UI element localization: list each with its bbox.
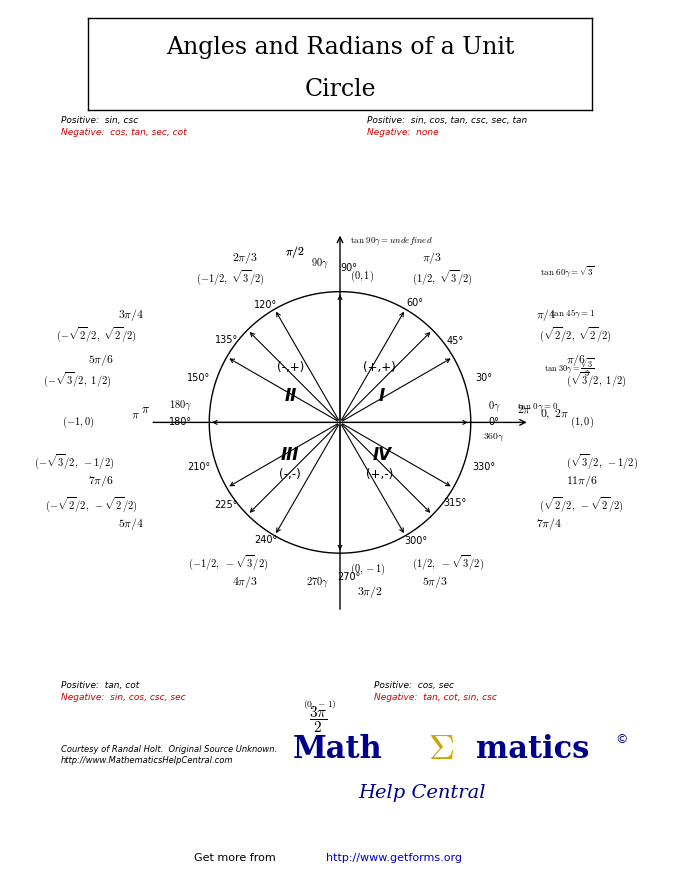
Text: $90°$: $90°$	[311, 256, 330, 270]
Text: $(1,0)$: $(1,0)$	[570, 414, 594, 430]
Text: Negative:  sin, cos, csc, sec: Negative: sin, cos, csc, sec	[61, 693, 186, 701]
Text: $270°$: $270°$	[306, 575, 330, 589]
Text: $(-1/2,\ -\sqrt{3}/2)$: $(-1/2,\ -\sqrt{3}/2)$	[188, 553, 268, 572]
Text: $0,\ 2\pi$: $0,\ 2\pi$	[540, 407, 569, 422]
Text: $\pi / 6$: $\pi / 6$	[566, 352, 586, 368]
Text: 330°: 330°	[473, 462, 496, 472]
Text: Circle: Circle	[304, 78, 376, 101]
Text: III: III	[281, 446, 299, 464]
Text: $\pi / 3$: $\pi / 3$	[422, 250, 443, 266]
Text: II: II	[284, 387, 296, 406]
Text: $\pi / 2$: $\pi / 2$	[285, 245, 305, 260]
Text: $5\pi / 3$: $5\pi / 3$	[422, 574, 448, 590]
Text: Negative:  none: Negative: none	[367, 128, 439, 136]
Text: http://www.getforms.org: http://www.getforms.org	[326, 853, 462, 862]
Text: $(-1/2,\ \sqrt{3}/2)$: $(-1/2,\ \sqrt{3}/2)$	[196, 268, 264, 287]
Text: IV: IV	[373, 446, 392, 464]
Text: (-,+): (-,+)	[277, 361, 304, 374]
Text: $\mathrm{tan}\ 0°=0$: $\mathrm{tan}\ 0°=0$	[517, 401, 558, 414]
Text: 315°: 315°	[443, 498, 466, 509]
Text: $(\sqrt{3} / 2,\ 1/2)$: $(\sqrt{3} / 2,\ 1/2)$	[566, 370, 627, 389]
Text: 210°: 210°	[187, 462, 210, 472]
Text: $(0,-1)$: $(0,-1)$	[303, 698, 337, 711]
Text: $4\pi / 3$: $4\pi / 3$	[232, 574, 258, 590]
Text: $\mathrm{tan}\ 30°=\dfrac{\sqrt{3}}{3}$: $\mathrm{tan}\ 30°=\dfrac{\sqrt{3}}{3}$	[544, 356, 595, 378]
Text: $5\pi / 6$: $5\pi / 6$	[88, 352, 114, 368]
Text: $\dfrac{3\pi}{2}$: $\dfrac{3\pi}{2}$	[309, 705, 328, 735]
Text: Positive:  sin, cos, tan, csc, sec, tan: Positive: sin, cos, tan, csc, sec, tan	[367, 116, 528, 125]
Text: 240°: 240°	[254, 535, 277, 545]
Text: $(-\sqrt{2}/2,\ -\sqrt{2}/2)$: $(-\sqrt{2}/2,\ -\sqrt{2}/2)$	[45, 495, 137, 514]
Text: $(-\sqrt{3}/2,\ -1/2)$: $(-\sqrt{3}/2,\ -1/2)$	[33, 452, 114, 471]
Text: Angles and Radians of a Unit: Angles and Radians of a Unit	[166, 36, 514, 59]
Text: 300°: 300°	[405, 537, 428, 546]
Text: $3\pi / 2$: $3\pi / 2$	[357, 584, 383, 600]
Text: $11\pi / 6$: $11\pi / 6$	[566, 473, 598, 489]
Text: $(1/2,\ \sqrt{3}/2)$: $(1/2,\ \sqrt{3}/2)$	[412, 268, 473, 287]
Text: $\mathrm{tan}\ 45°=1$: $\mathrm{tan}\ 45°=1$	[549, 307, 595, 320]
Text: $360°$: $360°$	[483, 431, 505, 444]
Text: $7\pi / 4$: $7\pi / 4$	[536, 517, 562, 532]
Text: Positive:  cos, sec: Positive: cos, sec	[374, 681, 454, 690]
Text: $\pi$: $\pi$	[141, 403, 150, 416]
Text: 225°: 225°	[214, 500, 238, 510]
Text: $(0,1)$: $(0,1)$	[350, 268, 375, 283]
Text: $(\sqrt{2}/2,\ -\sqrt{2}/2)$: $(\sqrt{2}/2,\ -\sqrt{2}/2)$	[539, 495, 624, 514]
Text: $(-\sqrt{2}/2,\ \sqrt{2}/2)$: $(-\sqrt{2}/2,\ \sqrt{2}/2)$	[56, 326, 137, 344]
Text: http://www.MathematicsHelpCentral.com: http://www.MathematicsHelpCentral.com	[61, 756, 234, 765]
Text: (+,-): (+,-)	[366, 468, 393, 481]
Text: 90°: 90°	[341, 263, 358, 273]
Text: Positive:  sin, csc: Positive: sin, csc	[61, 116, 139, 125]
Text: $(\sqrt{2} / 2,\ \sqrt{2}/2)$: $(\sqrt{2} / 2,\ \sqrt{2}/2)$	[539, 326, 611, 344]
Text: 30°: 30°	[475, 373, 492, 383]
Text: Negative:  tan, cot, sin, csc: Negative: tan, cot, sin, csc	[374, 693, 497, 701]
Text: Positive:  tan, cot: Positive: tan, cot	[61, 681, 139, 690]
Text: $5\pi / 4$: $5\pi / 4$	[118, 517, 144, 532]
Text: $(-\sqrt{3}/2,\ 1/2)$: $(-\sqrt{3}/2,\ 1/2)$	[43, 370, 111, 389]
Text: $(1/2,\ -\sqrt{3}/2)$: $(1/2,\ -\sqrt{3}/2)$	[412, 553, 484, 572]
Text: $\pi / 2$: $\pi / 2$	[285, 245, 305, 260]
Text: $\Sigma$: $\Sigma$	[428, 732, 454, 766]
Text: $2\pi / 3$: $2\pi / 3$	[232, 250, 258, 266]
Text: 0°: 0°	[489, 417, 500, 428]
Text: 135°: 135°	[215, 335, 238, 345]
Text: 60°: 60°	[406, 298, 423, 308]
Text: $\pi$: $\pi$	[131, 408, 140, 421]
Text: Help Central: Help Central	[358, 784, 486, 802]
Text: 270°: 270°	[337, 572, 361, 582]
Text: $(-1,0)$: $(-1,0)$	[62, 414, 94, 430]
Text: Math: Math	[292, 734, 382, 765]
Text: (+,+): (+,+)	[363, 361, 396, 374]
Text: $\mathrm{tan}\ 60°=\sqrt{3}$: $\mathrm{tan}\ 60°=\sqrt{3}$	[540, 264, 595, 280]
Text: $0°$: $0°$	[488, 400, 500, 414]
Text: $\mathrm{tan}\ 90°=undefined$: $\mathrm{tan}\ 90°=undefined$	[350, 236, 433, 247]
Text: 120°: 120°	[254, 300, 277, 310]
Text: $7\pi / 6$: $7\pi / 6$	[88, 473, 114, 489]
Text: matics: matics	[476, 734, 590, 765]
Text: $180°$: $180°$	[169, 398, 192, 412]
Text: $(\sqrt{3}/2,\ -1/2)$: $(\sqrt{3}/2,\ -1/2)$	[566, 452, 639, 471]
Text: 180°: 180°	[169, 417, 192, 428]
Text: Negative:  cos, tan, sec, cot: Negative: cos, tan, sec, cot	[61, 128, 187, 136]
Text: Get more from: Get more from	[194, 853, 279, 862]
Text: 45°: 45°	[447, 336, 464, 347]
Text: ©: ©	[615, 734, 628, 746]
Text: 150°: 150°	[187, 373, 210, 383]
Text: I: I	[379, 387, 385, 406]
Text: $2\pi$: $2\pi$	[517, 403, 531, 416]
Text: (-,-): (-,-)	[279, 468, 301, 481]
Text: Courtesy of Randal Holt.  Original Source Unknown.: Courtesy of Randal Holt. Original Source…	[61, 745, 277, 754]
Text: $\pi / 4$: $\pi / 4$	[536, 307, 556, 323]
Text: $(0,-1)$: $(0,-1)$	[350, 561, 386, 576]
Text: $3\pi / 4$: $3\pi / 4$	[118, 307, 144, 323]
